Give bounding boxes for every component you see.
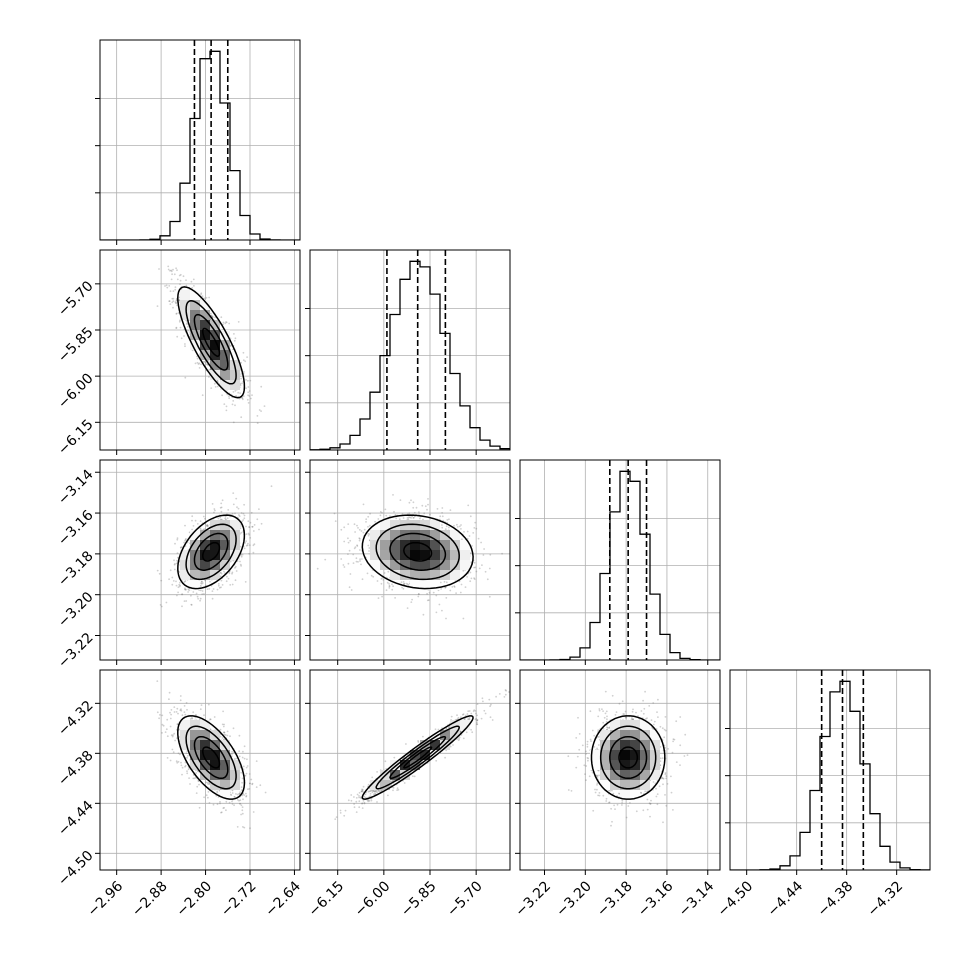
density-cells [180,520,240,590]
x-tick-label: −5.70 [444,878,486,920]
histogram-panel-0 [95,39,301,245]
y-tick-label: −3.18 [55,548,97,590]
histogram-line [310,260,510,450]
x-tick-label: −4.38 [815,878,857,920]
contour-line [375,725,460,790]
x-tick-label: −4.50 [715,878,757,920]
contour-line [599,725,657,790]
scatter-panel-3-0: −4.50 −4.44 −4.38 −4.32 −2.96 −2.88 −2.80 −2.72… [55,669,304,920]
x-tick-label: −2.72 [218,878,260,920]
y-tick-label: −3.16 [55,507,97,549]
y-tick-label: −3.20 [55,589,97,631]
contour-line [389,735,447,780]
y-tick-label: −5.70 [55,278,97,320]
contour-line [202,327,221,357]
contour-line [361,514,474,590]
scatter-panel-2-1 [305,459,511,665]
panel-frame [309,669,511,871]
x-tick-label: −2.96 [85,878,127,920]
contour-line [609,735,648,780]
contour-line [202,541,221,562]
y-tick-label: −4.38 [55,748,97,790]
panel-frame [309,459,511,661]
x-tick-label: −6.00 [352,878,394,920]
y-tick-label: −4.32 [55,698,97,740]
x-tick-label: −4.44 [765,878,807,920]
contour-line [375,523,460,581]
contour-line [403,746,433,769]
contour-line [177,715,246,800]
panel-frame [519,669,721,871]
scatter-panel-3-2: −3.22 −3.20 −3.18 −3.16 −3.14 [512,669,721,920]
x-tick-label: −6.15 [306,878,348,920]
panel-frame [99,249,301,451]
x-tick-label: −3.18 [594,878,636,920]
panel-frame [99,39,301,241]
scatter-panel-3-1: −6.15 −6.00 −5.85 −5.70 [305,669,511,920]
contour-line [193,735,229,780]
contour-line [185,725,237,790]
x-tick-label: −2.64 [262,878,304,920]
contour-line [389,532,447,571]
x-tick-label: −2.80 [174,878,216,920]
contour-line [193,313,229,371]
contour-line [177,514,246,590]
histogram-panel-3: −4.50 −4.44 −4.38 −4.32 [715,669,931,920]
contour-line [177,286,246,399]
contour-line [590,715,666,800]
scatter-panel-1-0: −6.15 −6.00−5.85−5.70 [55,249,301,459]
density-cells [370,720,470,790]
density-cells [590,720,660,800]
contour-line [403,541,433,562]
panel-frame [99,459,301,661]
x-tick-label: −5.85 [398,878,440,920]
y-tick-label: −5.85 [55,324,97,366]
x-tick-label: −2.88 [129,878,171,920]
y-tick-label: −4.44 [55,798,97,840]
panel-frame [519,459,721,661]
contour-line [618,746,639,769]
x-tick-label: −3.20 [553,878,595,920]
x-tick-label: −4.32 [865,878,907,920]
y-tick-label: −6.00 [55,370,97,412]
histogram-line [730,680,930,870]
y-tick-label: −3.14 [55,467,97,509]
contour-line [185,300,237,385]
panel-frame [99,669,301,871]
x-tick-label: −3.22 [512,878,554,920]
y-tick-label: −6.15 [55,417,97,459]
x-tick-label: −3.14 [676,878,718,920]
y-tick-label: −3.22 [55,630,97,672]
contour-line [361,715,474,800]
contour-line [202,746,221,769]
contour-line [185,523,237,581]
histogram-panel-2 [515,459,721,665]
contour-line [193,532,229,571]
y-tick-label: −4.50 [55,848,97,890]
scatter-panel-2-0: −3.22−3.20−3.18−3.16−3.14 [55,459,301,672]
panel-frame [309,249,511,451]
panel-frame [729,669,931,871]
histogram-panel-1 [305,249,511,455]
x-tick-label: −3.16 [635,878,677,920]
